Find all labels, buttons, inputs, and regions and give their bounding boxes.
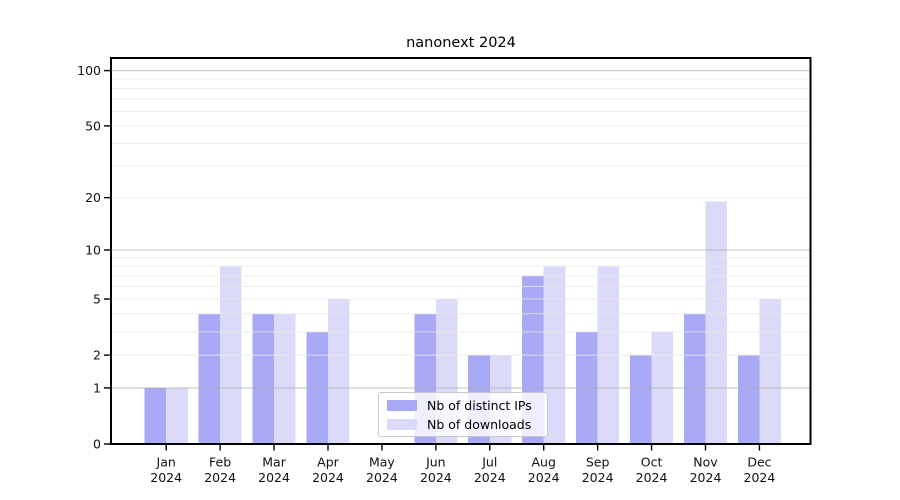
bar-downloads-dec [759,299,782,444]
legend-label-downloads: Nb of downloads [427,416,532,432]
y-tick-label: 1 [93,380,101,395]
x-tick-label-year: 2024 [420,470,452,485]
bar-downloads-jan [166,387,188,444]
bar-distinct-ips-feb [198,313,221,444]
bar-downloads-apr [327,299,350,444]
bar-downloads-mar [274,313,296,444]
x-tick-label-month: Jun [425,455,446,470]
x-tick-label-year: 2024 [204,470,236,485]
chart-title: nanonext 2024 [406,35,516,51]
y-tick-label: 20 [85,190,101,205]
legend-entry-downloads: Nb of downloads [387,417,547,432]
y-tick-label: 50 [85,118,101,133]
x-tick-label-month: Sep [586,455,610,470]
x-tick-label-month: Apr [317,455,339,470]
bar-distinct-ips-mar [252,313,275,444]
x-tick-label-month: Feb [209,455,231,470]
x-tick-label-year: 2024 [150,470,182,485]
bar-distinct-ips-dec [737,355,760,444]
x-tick-label-year: 2024 [690,470,722,485]
bar-distinct-ips-oct [629,355,652,444]
x-tick-label-year: 2024 [582,470,614,485]
x-tick-label-year: 2024 [312,470,344,485]
y-tick-label: 2 [93,348,101,363]
legend-swatch-ips [387,399,417,411]
x-tick-label-month: Oct [641,455,663,470]
x-tick-label-year: 2024 [258,470,290,485]
x-tick-label-year: 2024 [528,470,560,485]
x-tick-label-month: Jul [481,455,497,470]
y-tick-label: 5 [93,292,101,307]
x-tick-label-month: Jan [156,455,176,470]
x-tick-label-month: Aug [531,455,555,470]
y-tick-label: 100 [77,63,101,78]
legend-label-ips: Nb of distinct IPs [427,397,532,413]
x-tick-label-year: 2024 [636,470,668,485]
y-tick-label: 0 [93,437,101,452]
legend: Nb of distinct IPs Nb of downloads [378,392,548,437]
x-tick-label-month: Mar [262,455,286,470]
x-tick-label-year: 2024 [744,470,776,485]
legend-entry-distinct-ips: Nb of distinct IPs [387,398,547,413]
x-tick-label-year: 2024 [366,470,398,485]
x-tick-label-month: Nov [693,455,718,470]
x-tick-label-month: Dec [747,455,771,470]
x-tick-label-month: May [369,455,395,470]
y-tick-label: 10 [85,242,101,257]
bar-distinct-ips-nov [683,313,706,444]
bar-distinct-ips-jan [144,387,167,444]
legend-swatch-downloads [387,418,417,430]
bar-downloads-nov [705,201,728,444]
axes-frame [110,57,812,445]
x-tick-label-year: 2024 [474,470,506,485]
